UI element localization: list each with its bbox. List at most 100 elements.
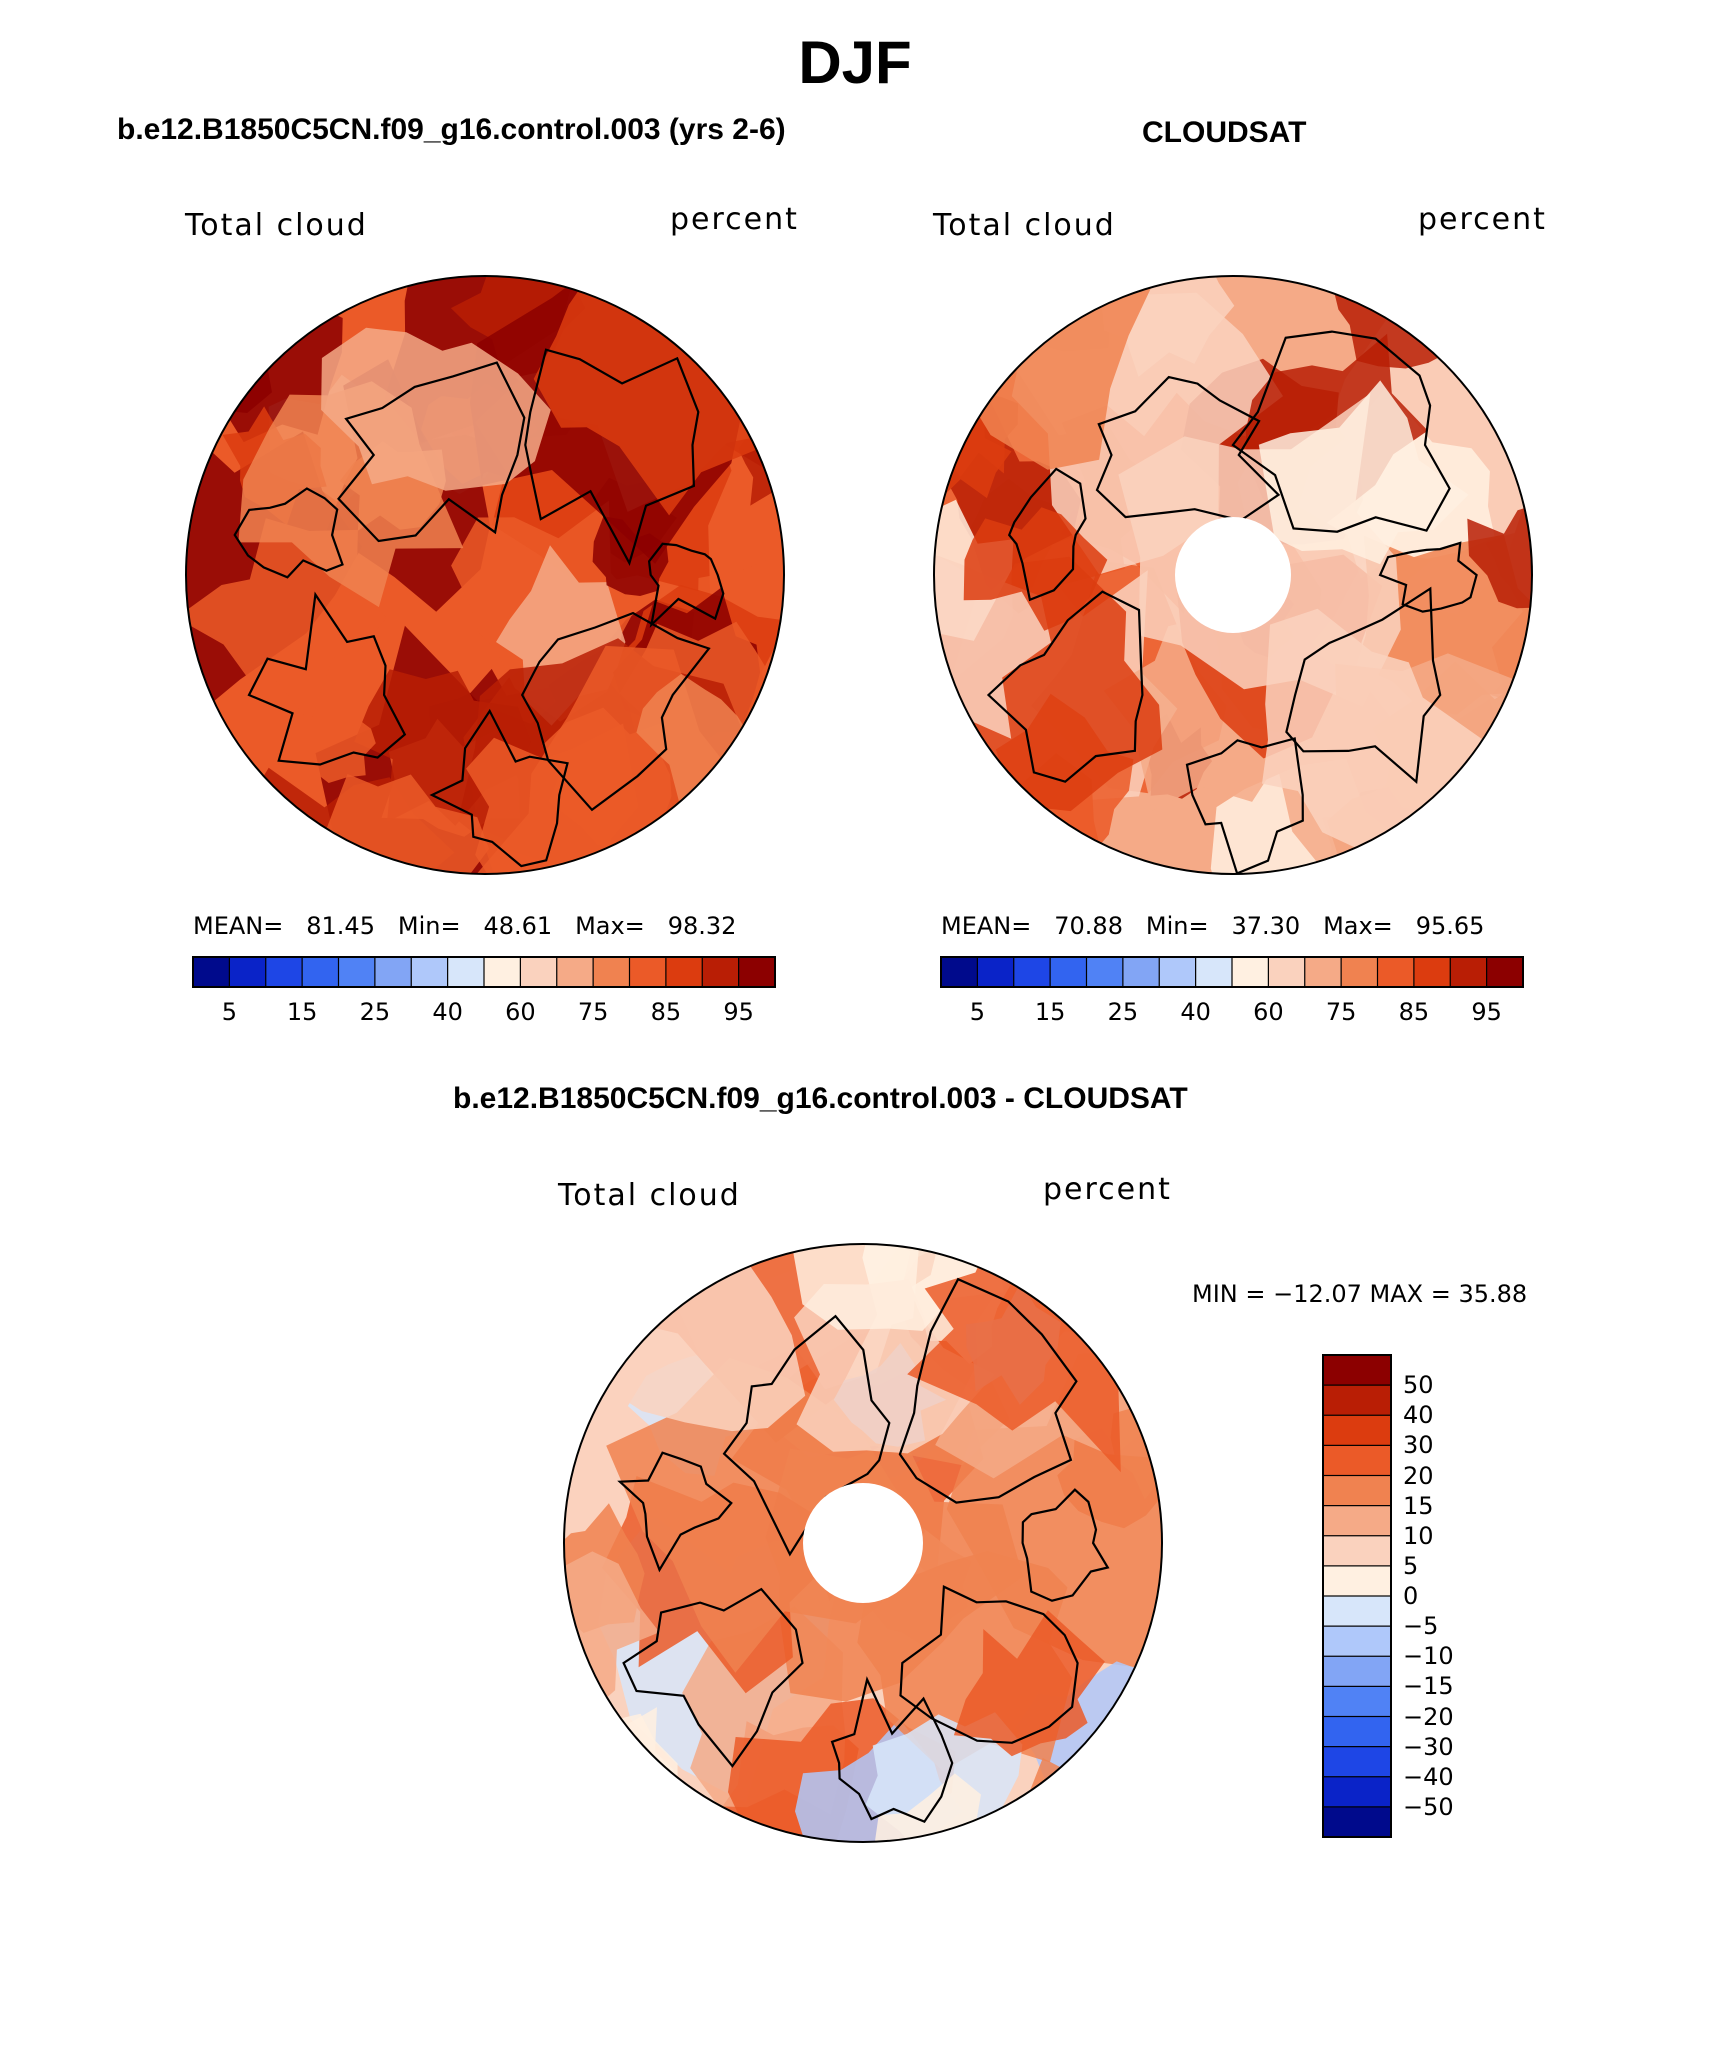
model-colorbar-ticks: 5 15 25 40 60 75 85 95 xyxy=(193,998,775,1028)
colorbar-swatch xyxy=(1013,956,1052,988)
colorbar-swatch xyxy=(301,956,340,988)
colorbar-swatch xyxy=(337,956,376,988)
colorbar-swatch xyxy=(192,956,231,988)
diff-polar-map xyxy=(563,1243,1163,1843)
colorbar-swatch xyxy=(1322,1505,1392,1537)
colorbar-swatch xyxy=(1322,1565,1392,1597)
colorbar-swatch xyxy=(940,956,979,988)
colorbar-tick-label: −40 xyxy=(1403,1762,1454,1791)
colorbar-tick-label: 15 xyxy=(286,998,318,1026)
colorbar-swatch xyxy=(1322,1655,1392,1688)
colorbar-swatch xyxy=(410,956,449,988)
colorbar-swatch xyxy=(1322,1414,1392,1447)
model-colorbar xyxy=(192,956,776,988)
colorbar-swatch xyxy=(1322,1776,1392,1808)
obs-max-label: Max= xyxy=(1323,912,1393,940)
colorbar-swatch xyxy=(1322,1806,1392,1838)
model-polar-map xyxy=(185,275,785,875)
colorbar-swatch xyxy=(1049,956,1088,988)
diff-colorbar xyxy=(1322,1354,1392,1838)
colorbar-tick-label: 5 xyxy=(221,998,238,1026)
colorbar-tick-label: 95 xyxy=(1471,998,1502,1026)
model-min-value: 48.61 xyxy=(483,912,553,940)
colorbar-tick-label: 40 xyxy=(432,998,463,1026)
colorbar-tick-label: −20 xyxy=(1403,1702,1454,1731)
colorbar-frame xyxy=(940,956,1524,988)
model-units-label: percent xyxy=(670,202,799,237)
map-boundary xyxy=(563,1243,1163,1843)
colorbar-swatch xyxy=(1376,956,1415,988)
obs-mean-value: 70.88 xyxy=(1054,912,1123,940)
colorbar-swatch xyxy=(1322,1384,1392,1417)
colorbar-tick-label: 10 xyxy=(1403,1521,1434,1550)
obs-mean-label: MEAN= xyxy=(941,912,1032,940)
model-mean-value: 81.45 xyxy=(306,912,375,940)
colorbar-swatch xyxy=(1413,956,1452,988)
polar-data-gap xyxy=(803,1483,923,1603)
colorbar-swatch xyxy=(738,956,776,988)
colorbar-swatch xyxy=(519,956,558,988)
colorbar-swatch xyxy=(1322,1746,1392,1778)
colorbar-swatch xyxy=(556,956,595,988)
coastline-outlines xyxy=(233,348,725,868)
colorbar-swatch xyxy=(1158,956,1197,988)
colorbar-tick-label: 75 xyxy=(1325,998,1357,1026)
colorbar-swatch xyxy=(1085,956,1124,988)
colorbar-tick-label: 85 xyxy=(1398,998,1430,1026)
colorbar-swatch xyxy=(1304,956,1343,988)
colorbar-swatch xyxy=(1486,956,1524,988)
colorbar-tick-label: 15 xyxy=(1403,1491,1434,1520)
colorbar-swatch xyxy=(1231,956,1270,988)
colorbar-tick-label: 0 xyxy=(1403,1582,1419,1610)
colorbar-swatch xyxy=(1322,1354,1392,1387)
colorbar-swatch xyxy=(447,956,485,988)
obs-polar-map xyxy=(933,275,1533,875)
obs-colorbar xyxy=(940,956,1524,988)
colorbar-swatch xyxy=(665,956,704,988)
colorbar-tick-label: 60 xyxy=(1253,998,1284,1026)
colorbar-swatch xyxy=(1195,956,1233,988)
diff-minmax: MIN = −12.07 MAX = 35.88 xyxy=(1192,1280,1528,1308)
colorbar-swatch xyxy=(701,956,740,988)
colorbar-swatch xyxy=(976,956,1015,988)
coastline-outlines xyxy=(986,330,1478,874)
colorbar-tick-label: 20 xyxy=(1403,1461,1434,1490)
colorbar-swatch xyxy=(1449,956,1488,988)
colorbar-tick-label: 25 xyxy=(1107,998,1139,1026)
colorbar-tick-label: −5 xyxy=(1403,1612,1439,1641)
model-max-value: 98.32 xyxy=(667,912,737,940)
model-panel-title: b.e12.B1850C5CN.f09_g16.control.003 (yrs… xyxy=(117,113,786,146)
colorbar-swatch xyxy=(374,956,413,988)
colorbar-swatch xyxy=(1122,956,1161,988)
colorbar-swatch xyxy=(1322,1535,1392,1567)
colorbar-swatch xyxy=(1322,1444,1392,1477)
colorbar-tick-label: 5 xyxy=(1403,1551,1419,1580)
coastline-outlines xyxy=(617,1277,1110,1824)
colorbar-swatch xyxy=(592,956,631,988)
obs-max-value: 95.65 xyxy=(1415,912,1485,940)
colorbar-tick-label: −10 xyxy=(1403,1642,1454,1671)
colorbar-swatch xyxy=(483,956,522,988)
colorbar-swatch xyxy=(265,956,304,988)
colorbar-tick-label: 40 xyxy=(1180,998,1211,1026)
colorbar-frame xyxy=(1322,1354,1392,1838)
polar-data-gap xyxy=(1175,517,1291,633)
map-boundary xyxy=(185,275,785,875)
model-variable-label: Total cloud xyxy=(185,208,368,243)
model-min-label: Min= xyxy=(397,912,461,940)
colorbar-tick-label: 60 xyxy=(505,998,536,1026)
colorbar-tick-label: 5 xyxy=(969,998,986,1026)
colorbar-swatch xyxy=(1340,956,1379,988)
obs-min-label: Min= xyxy=(1145,912,1209,940)
colorbar-tick-label: 75 xyxy=(577,998,609,1026)
obs-stats: MEAN= 70.88 Min= 37.30 Max= 95.65 xyxy=(941,912,1484,940)
colorbar-swatch xyxy=(1322,1474,1392,1507)
colorbar-tick-label: 50 xyxy=(1403,1371,1434,1400)
model-max-label: Max= xyxy=(575,912,645,940)
colorbar-swatch xyxy=(1322,1595,1392,1628)
colorbar-frame xyxy=(192,956,776,988)
colorbar-tick-label: 85 xyxy=(650,998,682,1026)
colorbar-swatch xyxy=(628,956,667,988)
colorbar-tick-label: 95 xyxy=(723,998,754,1026)
colorbar-swatch xyxy=(1267,956,1306,988)
